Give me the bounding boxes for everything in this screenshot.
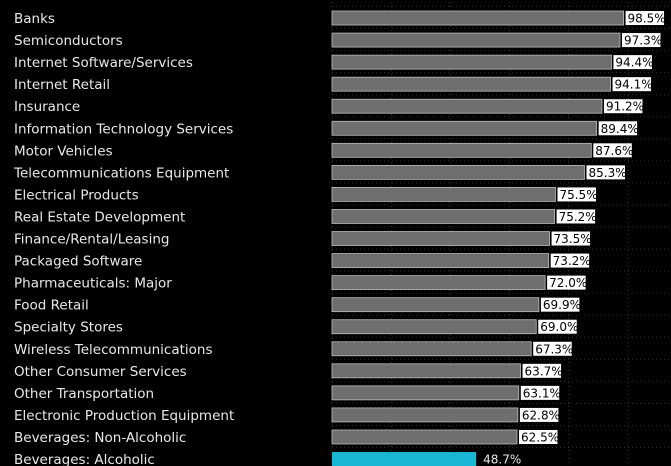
value-label: 62.8% <box>522 408 560 422</box>
value-label-background <box>533 341 572 356</box>
value-label-background <box>520 385 560 400</box>
value-label-background <box>522 363 562 378</box>
category-label: Finance/Rental/Leasing <box>14 232 169 248</box>
category-label: Specialty Stores <box>14 320 123 336</box>
bar <box>331 32 621 48</box>
value-label-background <box>613 55 652 70</box>
value-label-background <box>557 187 596 202</box>
value-label-background <box>547 275 586 290</box>
value-label: 48.7% <box>483 453 521 466</box>
bar <box>331 54 612 70</box>
bar <box>331 142 592 158</box>
value-label: 97.3% <box>624 34 662 48</box>
value-label-background <box>538 319 577 334</box>
value-label-background <box>519 429 558 444</box>
value-label: 63.1% <box>523 386 561 400</box>
category-label: Packaged Software <box>14 254 142 270</box>
category-label: Banks <box>14 11 55 27</box>
bar <box>331 253 550 268</box>
category-label: Pharmaceuticals: Major <box>14 276 172 292</box>
bar <box>331 120 598 136</box>
value-label: 94.4% <box>615 56 653 70</box>
category-label: Beverages: Non-Alcoholic <box>14 430 186 446</box>
value-label-background <box>586 165 625 180</box>
value-label: 73.2% <box>553 254 591 268</box>
value-label: 98.5% <box>628 12 666 26</box>
category-label: Wireless Telecommunications <box>14 342 213 358</box>
value-label: 69.0% <box>540 320 578 334</box>
category-label: Other Transportation <box>14 386 154 402</box>
bar <box>331 98 603 114</box>
bar <box>331 319 537 335</box>
value-label: 63.7% <box>525 364 563 378</box>
bar <box>331 231 550 246</box>
value-label: 87.6% <box>595 144 633 158</box>
category-label: Information Technology Services <box>14 121 233 137</box>
value-label-background <box>625 11 665 26</box>
value-label-background <box>622 33 661 48</box>
value-label-background <box>550 253 590 268</box>
category-label: Real Estate Development <box>14 209 185 225</box>
bar <box>331 407 519 423</box>
value-label: 75.5% <box>559 188 597 202</box>
value-label: 85.3% <box>588 166 626 180</box>
category-label: Semiconductors <box>14 33 123 49</box>
bar <box>331 385 520 401</box>
value-label: 72.0% <box>549 276 587 290</box>
bar <box>331 164 585 180</box>
bar <box>331 76 611 92</box>
category-label: Other Consumer Services <box>14 364 187 380</box>
bar <box>331 341 532 357</box>
category-label: Electrical Products <box>14 187 139 203</box>
value-label-background <box>603 99 643 114</box>
value-label-background <box>519 407 559 422</box>
category-label: Insurance <box>14 99 80 115</box>
value-label-background <box>598 121 638 136</box>
value-label: 67.3% <box>535 342 573 356</box>
value-label-background <box>540 297 580 312</box>
category-label: Electronic Production Equipment <box>14 408 234 424</box>
value-label: 89.4% <box>601 122 639 136</box>
category-label: Internet Retail <box>14 77 110 93</box>
bar <box>331 209 555 224</box>
value-label: 62.5% <box>521 430 559 444</box>
value-label: 75.2% <box>559 210 597 224</box>
bar-highlighted <box>332 452 477 466</box>
bar <box>331 275 546 291</box>
bar <box>331 187 556 202</box>
category-label: Food Retail <box>14 298 89 314</box>
bar <box>331 297 540 313</box>
value-label-background <box>593 143 632 158</box>
value-label: 94.1% <box>615 78 653 92</box>
value-label: 91.2% <box>606 100 644 114</box>
bar <box>331 10 624 26</box>
bar <box>331 429 518 445</box>
value-label: 69.9% <box>543 298 581 312</box>
category-label: Telecommunications Equipment <box>13 165 229 181</box>
value-label-background <box>551 231 591 246</box>
category-label: Internet Software/Services <box>14 55 193 71</box>
category-label: Motor Vehicles <box>14 143 113 159</box>
value-label-background <box>612 77 652 92</box>
bar <box>331 363 521 379</box>
value-label: 73.5% <box>554 232 592 246</box>
value-label-background <box>556 209 596 224</box>
category-label: Beverages: Alcoholic <box>14 452 155 466</box>
